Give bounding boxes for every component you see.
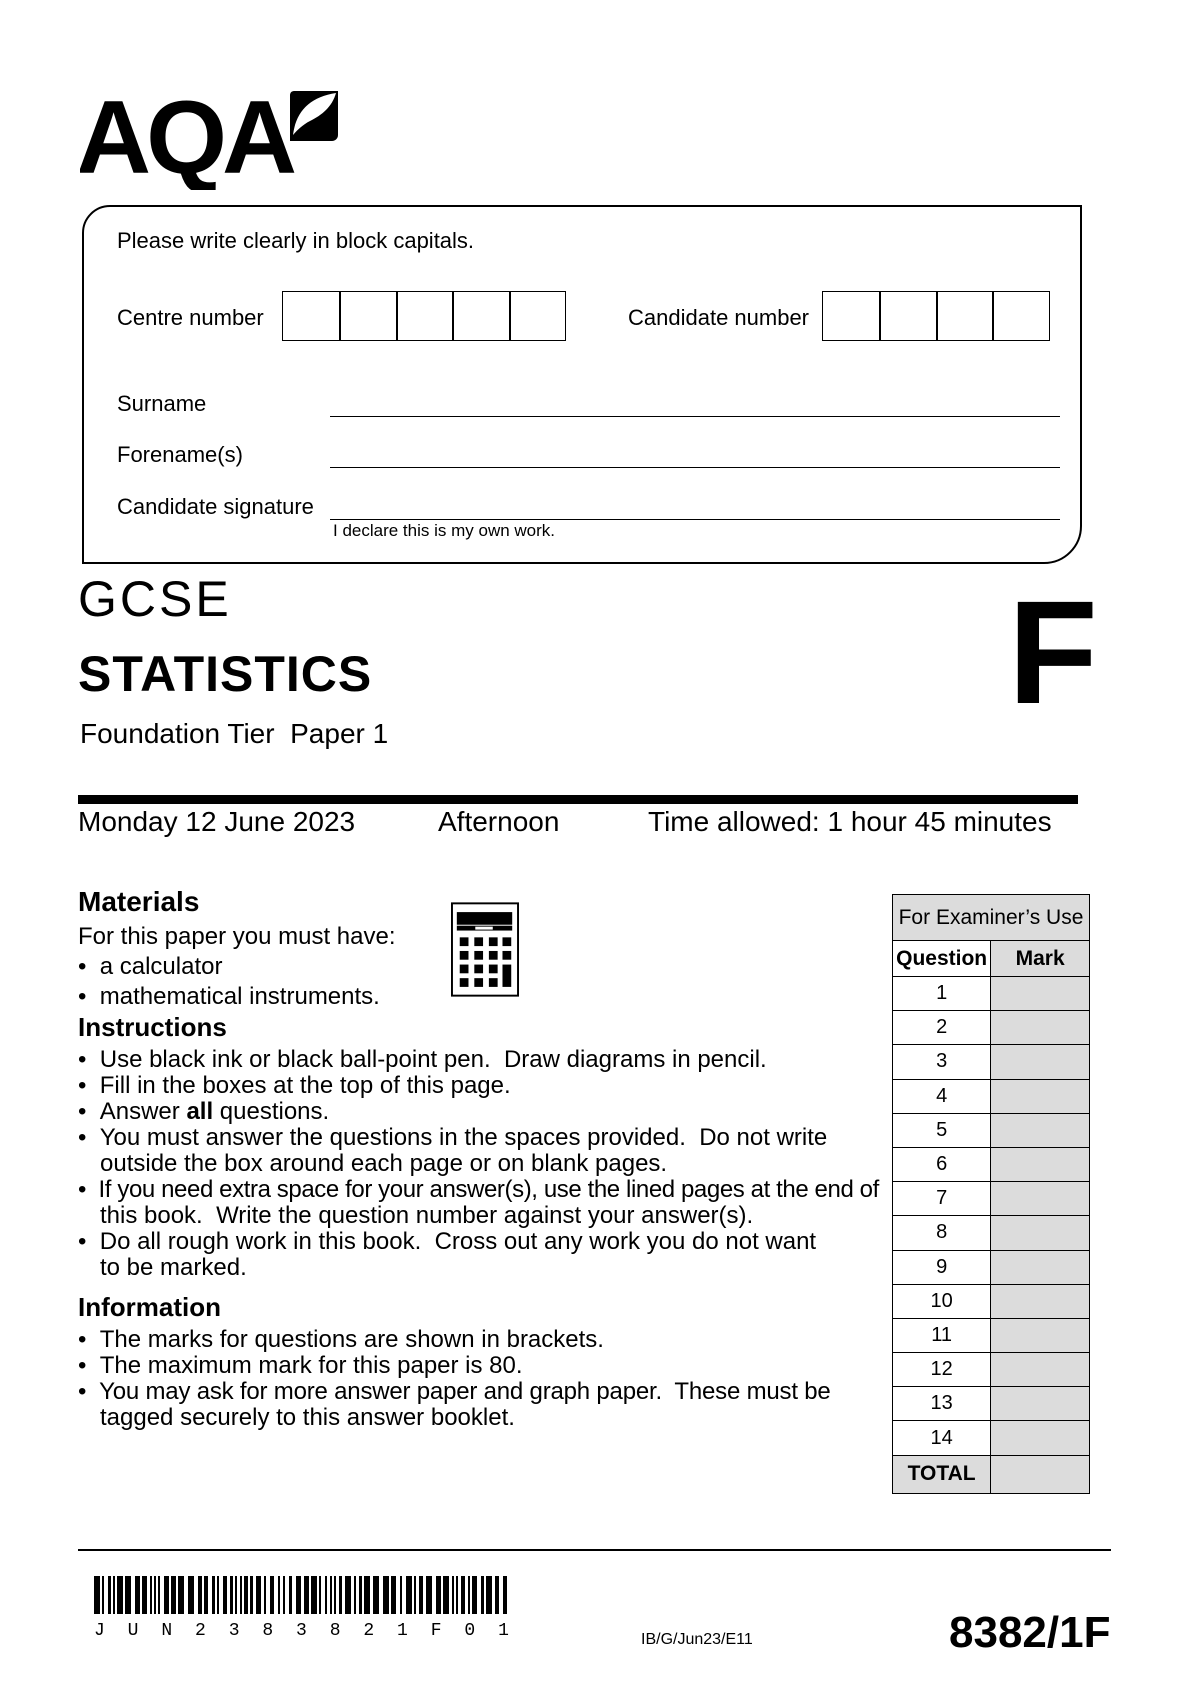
svg-text:AQA: AQA <box>80 85 295 190</box>
